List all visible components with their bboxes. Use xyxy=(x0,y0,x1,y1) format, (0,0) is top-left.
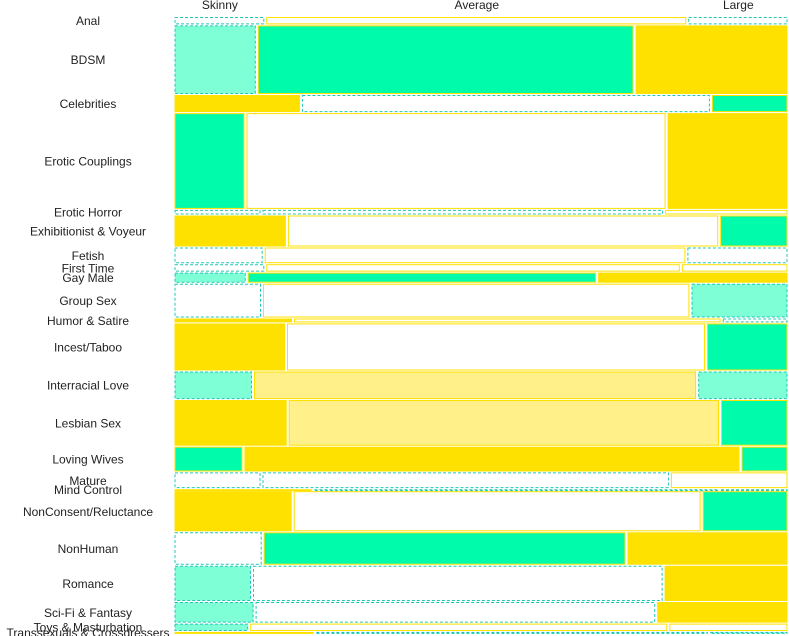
row-labels: Anal BDSM Celebrities Erotic Couplings Eroti… xyxy=(7,14,170,636)
mosaic-cell xyxy=(702,491,788,532)
mosaic-cell xyxy=(174,631,314,634)
mosaic-cell xyxy=(720,215,788,247)
mosaic-cell xyxy=(741,446,788,472)
mosaic-cell xyxy=(255,602,656,623)
row-label: NonConsent/Reluctance xyxy=(23,505,153,519)
mosaic-cell xyxy=(174,323,285,371)
mosaic-cell xyxy=(709,631,788,634)
mosaic-cell xyxy=(288,400,719,446)
mosaic-cell xyxy=(174,472,261,489)
mosaic-cell xyxy=(670,472,788,489)
mosaic-cell xyxy=(293,491,701,532)
mosaic-cell xyxy=(174,95,300,113)
mosaic-cell xyxy=(266,17,687,25)
mosaic-cell xyxy=(287,323,705,371)
mosaic-cell xyxy=(174,565,251,601)
row-label: Incest/Taboo xyxy=(54,340,122,354)
row-label: BDSM xyxy=(71,53,106,67)
row-label: Interracial Love xyxy=(47,379,129,393)
mosaic-cell xyxy=(687,247,788,264)
row-label: Anal xyxy=(76,14,100,28)
mosaic-cell xyxy=(722,318,788,323)
row-label: Toys & Masturbation xyxy=(34,621,143,635)
mosaic-cell xyxy=(254,371,697,400)
row-label: First Time xyxy=(62,261,115,275)
mosaic-cell xyxy=(667,113,788,209)
row-label: Mature xyxy=(69,474,107,488)
mosaic-cell xyxy=(174,264,265,272)
mosaic-cell xyxy=(174,247,263,264)
mosaic-cell xyxy=(174,400,287,446)
mosaic-cell xyxy=(174,209,261,215)
mosaic-cell xyxy=(244,446,740,472)
mosaic-cell xyxy=(174,318,292,323)
column-label: Average xyxy=(455,0,500,12)
mosaic-cell xyxy=(294,318,721,323)
row-label: Transsexuals & Crossdressers xyxy=(7,626,170,636)
column-labels: Skinny Average Large xyxy=(202,0,754,12)
mosaic-cell xyxy=(174,17,265,25)
mosaic-cell xyxy=(698,371,788,400)
row-label: Gay Male xyxy=(62,271,114,285)
mosaic-cell xyxy=(174,491,292,532)
mosaic-cell xyxy=(598,272,788,283)
row-label: Humor & Satire xyxy=(47,314,129,328)
mosaic-cell xyxy=(313,489,719,492)
row-label: NonHuman xyxy=(58,542,119,556)
mosaic-cell xyxy=(635,25,788,94)
mosaic-cell xyxy=(315,631,708,634)
mosaic-cell xyxy=(247,272,597,283)
row-label: Lesbian Sex xyxy=(55,416,121,430)
mosaic-cell xyxy=(266,264,680,272)
column-label: Skinny xyxy=(202,0,238,12)
mosaic-cell xyxy=(264,247,686,264)
mosaic-cell xyxy=(174,446,243,472)
mosaic-cell xyxy=(711,95,788,113)
row-label: Group Sex xyxy=(59,294,116,308)
mosaic-cell xyxy=(246,113,666,209)
mosaic-cell xyxy=(174,602,254,623)
mosaic-cell xyxy=(688,17,788,25)
row-label: Celebrities xyxy=(60,97,117,111)
mosaic-cell xyxy=(253,565,663,601)
mosaic-cell xyxy=(174,113,245,209)
mosaic-cell xyxy=(627,532,788,565)
mosaic-cell xyxy=(174,371,252,400)
mosaic-cell xyxy=(263,532,626,565)
row-label: Sci-Fi & Fantasy xyxy=(44,606,132,620)
mosaic-cell xyxy=(174,272,246,283)
row-label: Romance xyxy=(62,577,114,591)
mosaic-cell xyxy=(720,489,788,492)
mosaic-cell xyxy=(262,472,669,489)
mosaic-cell xyxy=(257,25,634,94)
mosaic-cell xyxy=(174,283,261,318)
row-label: Loving Wives xyxy=(52,453,123,467)
row-label: Fetish xyxy=(72,249,105,263)
mosaic-cell xyxy=(301,95,710,113)
row-label: Erotic Horror xyxy=(54,206,122,220)
mosaic-cell xyxy=(174,489,312,492)
mosaic-cell xyxy=(174,215,286,247)
mosaic-cell xyxy=(174,623,249,631)
column-label: Large xyxy=(723,0,754,12)
mosaic-cell xyxy=(669,623,788,631)
mosaic-cell xyxy=(657,602,788,623)
row-label: Erotic Couplings xyxy=(44,155,131,169)
mosaic-cell xyxy=(287,215,719,247)
mosaic-cell xyxy=(263,283,690,318)
mosaic-cell xyxy=(174,25,256,94)
mosaic-cell xyxy=(691,283,788,318)
mosaic-cell xyxy=(174,532,262,565)
mosaic-cell xyxy=(681,264,788,272)
mosaic-cell xyxy=(262,209,664,215)
mosaic-cell xyxy=(665,209,788,215)
mosaic-cell xyxy=(664,565,788,601)
row-label: Exhibitionist & Voyeur xyxy=(30,225,146,239)
mosaic-cell xyxy=(721,400,788,446)
row-label: Mind Control xyxy=(54,483,122,497)
mosaic-cell xyxy=(706,323,788,371)
mosaic-cells xyxy=(174,17,788,634)
mosaic-cell xyxy=(250,623,668,631)
